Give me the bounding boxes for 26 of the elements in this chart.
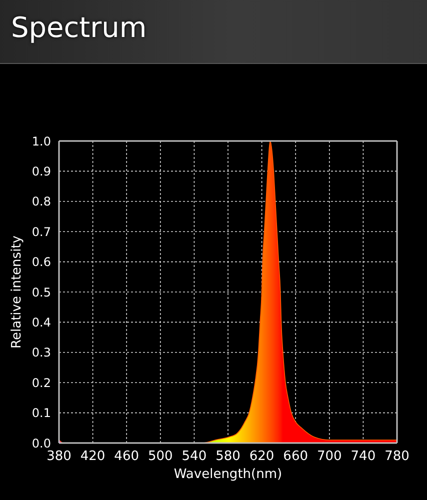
x-tick-label: 420 (80, 449, 106, 464)
y-tick-label: 0.9 (32, 164, 51, 178)
header-bar: Spectrum (0, 0, 427, 64)
x-tick-label: 780 (384, 449, 410, 464)
y-tick-label: 0.3 (32, 346, 51, 360)
y-tick-label: 0.0 (32, 436, 51, 450)
y-tick-label: 0.8 (32, 194, 51, 209)
y-tick-label: 0.2 (32, 376, 51, 390)
x-tick-label: 700 (316, 449, 342, 464)
x-tick-label: 540 (182, 449, 207, 464)
x-tick-label: 580 (216, 449, 240, 464)
x-tick-label: 460 (114, 449, 140, 464)
x-tick-label: 380 (46, 449, 72, 464)
y-tick-label: 0.5 (32, 285, 51, 300)
y-tick-label: 0.6 (32, 255, 51, 270)
y-tick-label: 0.4 (32, 315, 51, 330)
y-axis-title: Relative intensity (10, 235, 25, 348)
y-tick-label: 0.7 (32, 224, 51, 239)
x-tick-label: 620 (249, 449, 274, 464)
y-tick-label: 0.1 (32, 406, 51, 420)
x-tick-label: 660 (283, 449, 308, 464)
y-tick-label: 1.0 (32, 134, 51, 148)
x-axis-title: Wavelength(nm) (174, 467, 282, 482)
x-tick-label: 740 (350, 449, 376, 464)
x-tick-label: 500 (148, 449, 173, 464)
chart-title: Spectrum (11, 11, 147, 45)
